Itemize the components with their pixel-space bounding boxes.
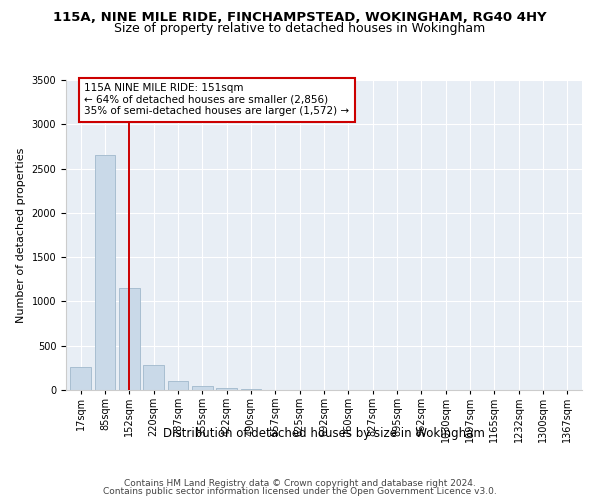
Text: Distribution of detached houses by size in Wokingham: Distribution of detached houses by size … — [163, 428, 485, 440]
Text: Contains public sector information licensed under the Open Government Licence v3: Contains public sector information licen… — [103, 487, 497, 496]
Bar — [216, 388, 237, 390]
Bar — [95, 156, 115, 390]
Bar — [119, 288, 140, 390]
Text: 115A NINE MILE RIDE: 151sqm
← 64% of detached houses are smaller (2,856)
35% of : 115A NINE MILE RIDE: 151sqm ← 64% of det… — [84, 83, 349, 116]
Text: Size of property relative to detached houses in Wokingham: Size of property relative to detached ho… — [115, 22, 485, 35]
Text: 115A, NINE MILE RIDE, FINCHAMPSTEAD, WOKINGHAM, RG40 4HY: 115A, NINE MILE RIDE, FINCHAMPSTEAD, WOK… — [53, 11, 547, 24]
Bar — [70, 368, 91, 390]
Bar — [167, 381, 188, 390]
Bar — [192, 386, 212, 390]
Text: Contains HM Land Registry data © Crown copyright and database right 2024.: Contains HM Land Registry data © Crown c… — [124, 478, 476, 488]
Bar — [143, 365, 164, 390]
Bar — [241, 389, 262, 390]
Y-axis label: Number of detached properties: Number of detached properties — [16, 148, 26, 322]
